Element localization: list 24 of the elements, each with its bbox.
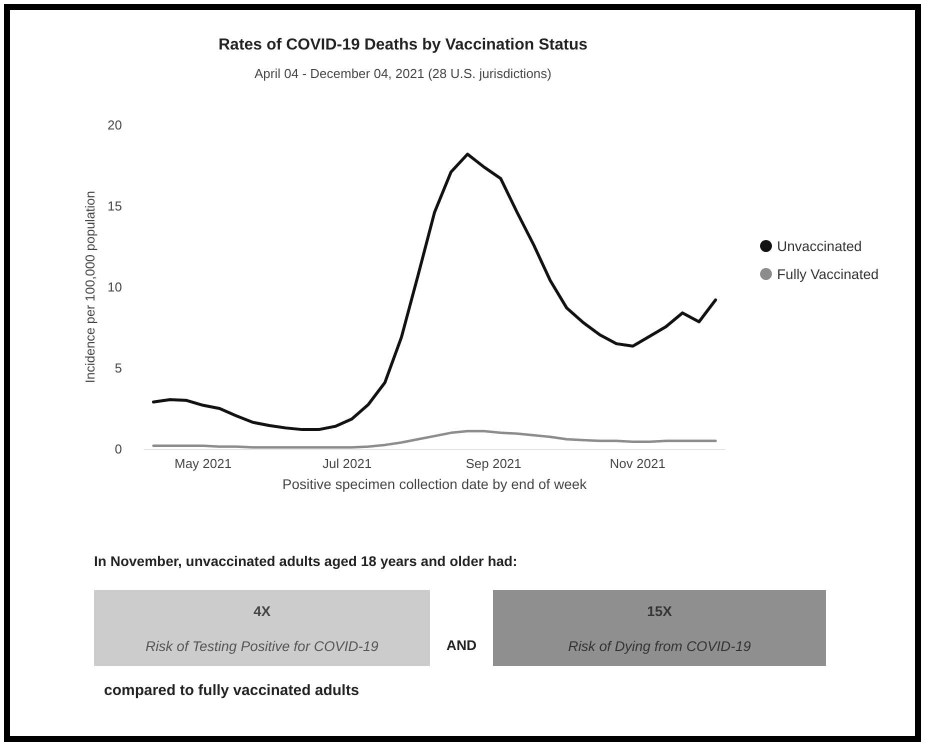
text: AND [445, 637, 478, 653]
text: In November, unvaccinated adults aged 18 years and older had: [94, 553, 518, 569]
x-tick-label: Nov 2021 [610, 456, 666, 471]
text: Risk of Testing Positive for COVID-19 [144, 638, 380, 654]
chart-subtitle: April 04 - December 04, 2021 (28 U.S. jurisdictions) [254, 66, 552, 81]
y-tick-label: 20 [108, 118, 122, 132]
y-tick-label: 10 [108, 280, 122, 294]
line-series [152, 152, 718, 432]
y-axis-title: Incidence per 100,000 population [82, 190, 98, 384]
y-tick-label: 5 [114, 360, 122, 376]
x-tick-label: Sep 2021 [466, 456, 522, 471]
text: Risk of Dying from COVID-19 [567, 638, 752, 654]
y-tick-label: 0 [114, 442, 122, 456]
x-tick-label: May 2021 [174, 456, 232, 471]
text: 15X [646, 603, 673, 619]
legend-label: Fully Vaccinated [777, 266, 879, 282]
line-series [152, 430, 717, 449]
x-tick-label: Jul 2021 [322, 456, 372, 471]
text: 4X [252, 603, 272, 619]
legend-label: Unvaccinated [777, 238, 862, 254]
y-tick-label: 15 [108, 198, 122, 214]
text: compared to fully vaccinated adults [104, 682, 360, 699]
x-axis-title: Positive specimen collection date by end of week [282, 476, 588, 492]
chart-title: Rates of COVID-19 Deaths by Vaccination Status [218, 36, 588, 54]
